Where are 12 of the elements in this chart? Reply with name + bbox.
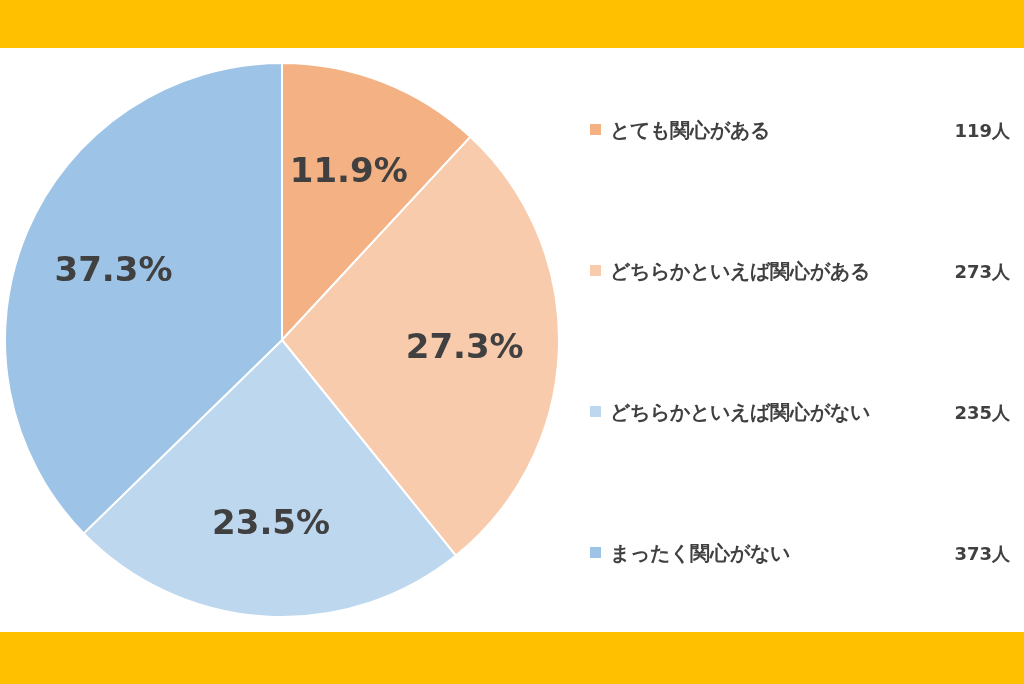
data-label: 11.9% bbox=[289, 149, 408, 190]
data-label: 27.3% bbox=[405, 326, 524, 367]
text: 235人 bbox=[954, 402, 1010, 423]
legend-label: どちらかといえば関心がない bbox=[610, 400, 870, 424]
legend-label: まったく関心がない bbox=[610, 541, 790, 565]
text: 273人 bbox=[954, 261, 1010, 282]
legend-label: とても関心がある bbox=[610, 118, 770, 142]
legend-label: どちらかといえば関心がある bbox=[610, 259, 870, 283]
text: 119人 bbox=[954, 120, 1010, 141]
text: 373人 bbox=[954, 543, 1010, 564]
data-label: 23.5% bbox=[212, 502, 331, 543]
data-label: 37.3% bbox=[54, 248, 173, 289]
